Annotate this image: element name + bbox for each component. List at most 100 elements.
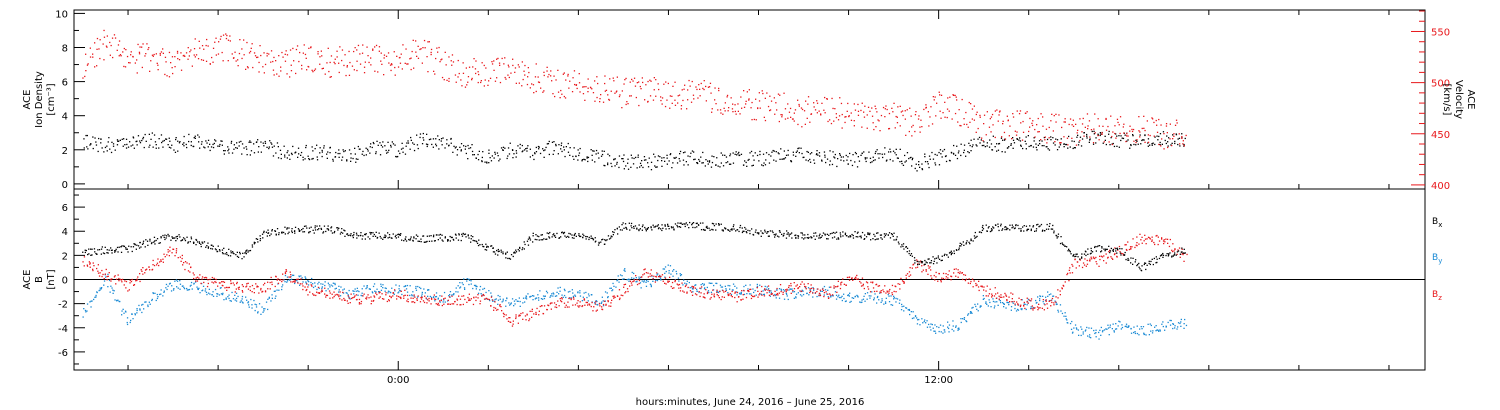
- data-point: [944, 101, 946, 103]
- data-point: [622, 294, 624, 297]
- data-point: [170, 62, 172, 64]
- data-point: [929, 266, 931, 268]
- data-point: [420, 48, 422, 50]
- data-point: [183, 286, 185, 289]
- data-point: [372, 235, 374, 237]
- data-point: [640, 164, 642, 167]
- data-point: [807, 103, 809, 105]
- data-point: [670, 153, 672, 155]
- y-tick-label: 6: [62, 203, 68, 214]
- data-point: [526, 147, 528, 149]
- data-point: [817, 288, 819, 290]
- data-point: [470, 280, 472, 282]
- data-point: [348, 74, 351, 76]
- data-point: [190, 281, 193, 284]
- data-point: [915, 163, 917, 165]
- data-point: [1109, 144, 1111, 146]
- data-point: [180, 240, 182, 242]
- data-point: [1038, 131, 1040, 133]
- data-point: [970, 280, 972, 283]
- data-point: [1132, 134, 1134, 136]
- data-point: [607, 163, 609, 166]
- data-point: [726, 94, 729, 97]
- data-point: [514, 67, 517, 69]
- data-point: [397, 292, 399, 294]
- data-point: [534, 76, 537, 78]
- data-point: [275, 234, 277, 236]
- data-point: [818, 294, 820, 296]
- data-point: [307, 286, 309, 288]
- data-point: [265, 301, 268, 303]
- data-point: [91, 300, 93, 302]
- data-point: [494, 153, 496, 155]
- data-point: [502, 312, 505, 314]
- data-point: [400, 148, 403, 150]
- data-point: [1021, 139, 1024, 141]
- data-point: [1008, 296, 1010, 298]
- data-point: [937, 280, 939, 282]
- data-point: [350, 153, 352, 155]
- data-point: [363, 154, 365, 157]
- data-point: [412, 301, 414, 303]
- data-point: [775, 160, 777, 162]
- data-point: [1151, 236, 1153, 238]
- data-point: [1001, 296, 1003, 298]
- data-point: [223, 153, 225, 155]
- data-point: [678, 158, 680, 160]
- data-point: [354, 295, 356, 297]
- data-point: [862, 298, 865, 300]
- data-point: [178, 59, 181, 61]
- data-point: [221, 144, 223, 146]
- data-point: [1017, 303, 1019, 305]
- data-point: [186, 287, 188, 290]
- data-point: [607, 296, 609, 298]
- data-point: [604, 291, 607, 293]
- data-point: [647, 280, 649, 283]
- data-point: [539, 305, 541, 308]
- data-point: [179, 236, 181, 238]
- data-point: [728, 163, 731, 165]
- data-point: [1152, 330, 1154, 332]
- data-point: [878, 299, 880, 301]
- data-point: [303, 225, 306, 227]
- data-point: [1135, 139, 1137, 141]
- data-point: [437, 135, 439, 137]
- data-point: [678, 94, 681, 96]
- data-point: [192, 272, 194, 274]
- data-point: [326, 62, 328, 64]
- data-point: [367, 236, 369, 238]
- data-point: [166, 75, 168, 77]
- data-point: [963, 123, 965, 125]
- data-point: [411, 294, 413, 296]
- data-point: [534, 153, 536, 155]
- data-point: [741, 290, 743, 292]
- data-point: [807, 287, 810, 289]
- data-point: [312, 150, 314, 152]
- data-point: [1068, 280, 1070, 282]
- data-point: [989, 288, 991, 290]
- data-point: [355, 290, 357, 292]
- data-point: [779, 284, 782, 286]
- data-point: [567, 301, 569, 303]
- data-point: [529, 156, 531, 158]
- data-point: [106, 150, 108, 152]
- data-point: [122, 145, 124, 147]
- data-point: [866, 127, 868, 129]
- data-point: [591, 154, 593, 156]
- data-point: [921, 318, 923, 320]
- data-point: [198, 141, 200, 143]
- data-point: [267, 308, 269, 311]
- data-point: [608, 155, 611, 157]
- data-point: [781, 158, 783, 160]
- data-point: [1080, 145, 1083, 147]
- data-point: [154, 240, 156, 242]
- data-point: [177, 287, 179, 289]
- data-point: [263, 310, 265, 312]
- data-point: [1144, 134, 1146, 136]
- data-point: [193, 242, 195, 244]
- data-point: [809, 288, 811, 290]
- data-point: [212, 291, 214, 293]
- data-point: [573, 298, 575, 300]
- data-point: [899, 161, 901, 163]
- data-point: [903, 305, 905, 307]
